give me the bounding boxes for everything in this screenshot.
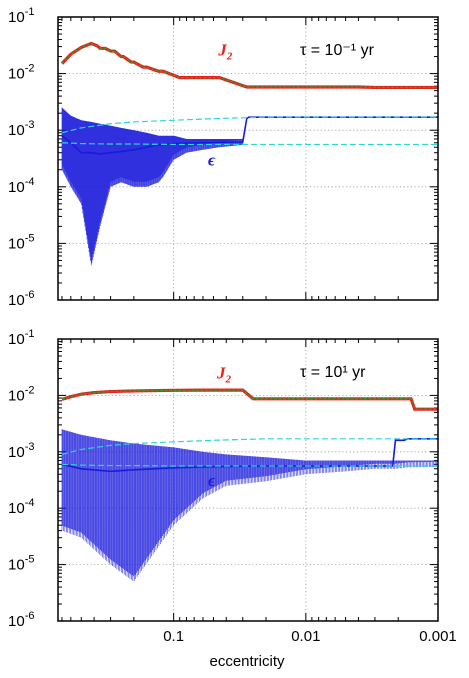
j2-line	[61, 388, 438, 411]
j2-line	[60, 41, 438, 90]
epsilon-line	[61, 438, 438, 473]
x-axis-label: eccentricity	[209, 653, 285, 670]
series-label-epsilon: ϵ	[208, 150, 216, 169]
plot-frame	[57, 16, 439, 301]
y-tick-label: 10-3	[8, 119, 34, 139]
j2-mean-line	[61, 42, 438, 89]
tau-annotation: τ = 10⁻¹ yr	[300, 42, 375, 59]
x-tick-label: 0.1	[163, 628, 184, 645]
plot-area	[60, 41, 438, 266]
y-tick-label: 10-2	[8, 384, 34, 404]
j2-mean-line	[61, 389, 438, 410]
y-tick-label: 10-1	[8, 6, 34, 26]
y-tick-label: 10-1	[8, 328, 34, 348]
y-tick-label: 10-5	[8, 554, 34, 574]
grid	[58, 339, 438, 621]
y-tick-label: 10-6	[8, 289, 34, 309]
series-label-j2: J2	[217, 40, 233, 62]
y-tick-label: 10-3	[8, 441, 34, 461]
top-panel: 10-6 10-5 10-4 10-3 10-2 10-1 J2 ϵ τ = 10⁻¹ yr	[8, 6, 439, 309]
epsilon-envelope-lower-line	[61, 463, 438, 467]
plot-frame	[57, 338, 439, 622]
tau-annotation: τ = 10¹ yr	[300, 364, 366, 381]
y-tick-label: 10-4	[8, 176, 34, 196]
epsilon-envelope-lower-line	[61, 142, 438, 146]
series-label-j2: J2	[216, 363, 232, 385]
y-tick-label: 10-4	[8, 497, 34, 517]
x-tick-label: 0.001	[419, 628, 457, 645]
x-tick-label: 0.01	[291, 628, 320, 645]
series-label-epsilon: ϵ	[208, 471, 216, 490]
bottom-panel: 10-6 10-5 10-4 10-3 10-2 10-1 0.1 0.01 0.001 J2 ϵ τ…	[8, 328, 457, 645]
epsilon-envelope-upper-line	[61, 116, 438, 134]
plot-area	[61, 388, 438, 581]
y-tick-label: 10-2	[8, 63, 34, 83]
y-tick-label: 10-6	[8, 610, 34, 630]
epsilon-envelope-upper-line	[61, 438, 438, 455]
y-tick-label: 10-5	[8, 232, 34, 252]
